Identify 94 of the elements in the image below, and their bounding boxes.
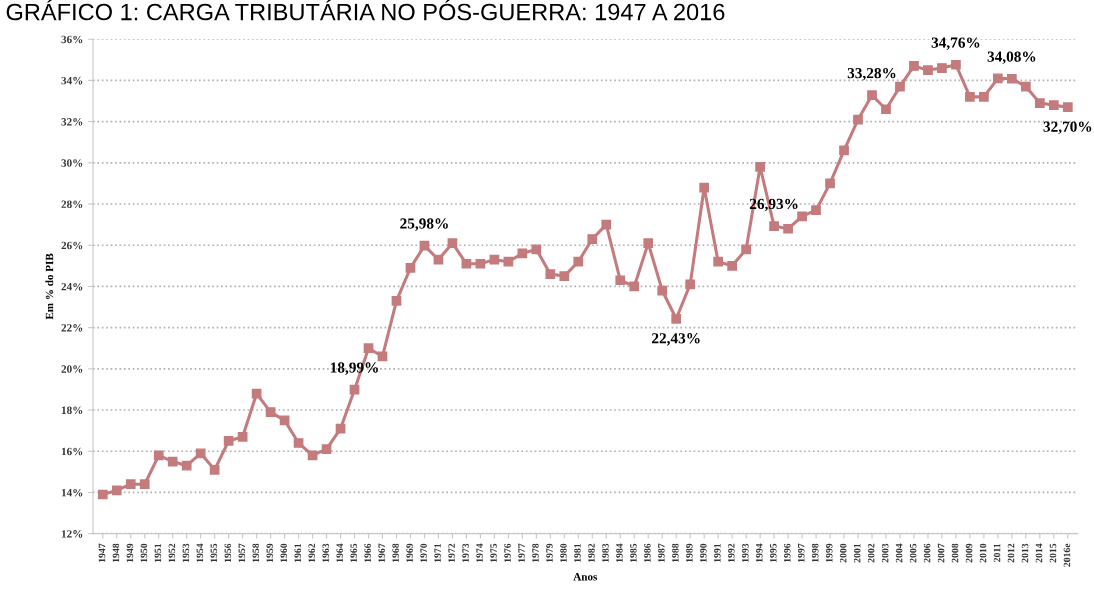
- y-tick-label: 18%: [61, 406, 83, 415]
- x-tick-label: 1986: [644, 543, 651, 563]
- x-tick-label: 2015: [1049, 543, 1057, 563]
- x-tick-label: 2013: [1021, 543, 1029, 563]
- x-tick-label: 1985: [630, 543, 637, 563]
- x-tick-label: 2008: [951, 543, 959, 563]
- x-tick-label: 1980: [560, 543, 567, 563]
- x-tick-label: 1999: [825, 543, 833, 563]
- x-tick-label: 1949: [126, 543, 134, 563]
- x-tick-label: 1966: [364, 543, 371, 563]
- x-tick-label: 1989: [686, 543, 693, 563]
- x-tick-label: 1992: [728, 543, 735, 563]
- x-tick-label: 1994: [756, 543, 763, 563]
- x-tick-label: 1956: [224, 543, 232, 563]
- x-tick-label: 1959: [266, 543, 274, 563]
- x-tick-label: 1971: [434, 543, 441, 563]
- x-tick-label: 2009: [965, 543, 973, 563]
- data-label: 25,98%: [400, 218, 448, 231]
- x-tick-label: 1955: [210, 543, 218, 563]
- data-label: 26,93%: [749, 198, 798, 212]
- x-tick-label: 1981: [574, 543, 581, 563]
- x-tick-label: 1993: [742, 543, 749, 563]
- y-tick-label: 26%: [61, 241, 83, 250]
- x-tick-label: 1957: [238, 543, 246, 563]
- data-label: 32,70%: [1043, 121, 1092, 135]
- y-tick-label: 16%: [61, 447, 83, 456]
- x-tick-label: 1973: [462, 543, 469, 563]
- x-tick-label: 1961: [294, 543, 302, 563]
- data-label: 33,28%: [847, 67, 896, 81]
- x-tick-label: 1987: [658, 543, 665, 563]
- x-tick-label: 1954: [196, 543, 204, 563]
- x-tick-label: 2005: [909, 543, 917, 563]
- x-tick-label: 1965: [350, 543, 357, 563]
- x-tick-label: 1958: [252, 543, 260, 563]
- y-tick-label: 36%: [61, 35, 83, 44]
- x-tick-label: 1962: [308, 543, 315, 563]
- y-tick-label: 22%: [61, 324, 83, 332]
- x-tick-label: 2001: [853, 543, 861, 563]
- x-tick-label: 2000: [839, 543, 847, 563]
- x-tick-label: 1948: [112, 543, 120, 563]
- y-tick-label: 20%: [61, 365, 83, 373]
- x-tick-label: 1967: [378, 543, 385, 563]
- x-tick-label: 1953: [182, 543, 190, 563]
- y-tick-label: 12%: [61, 530, 83, 538]
- x-tick-label: 1998: [811, 543, 819, 563]
- x-tick-label: 1968: [392, 543, 399, 563]
- y-tick-label: 14%: [61, 488, 83, 497]
- x-tick-label: 2014: [1035, 543, 1043, 563]
- x-tick-label: 2006: [923, 543, 931, 563]
- x-tick-label: 1947: [98, 543, 106, 563]
- x-tick-label: 1970: [420, 543, 427, 563]
- x-tick-label: 2003: [881, 543, 889, 563]
- y-tick-label: 24%: [61, 282, 83, 291]
- x-tick-label: 1990: [700, 543, 707, 563]
- data-label: 18,99%: [330, 362, 378, 375]
- x-tick-label: 1964: [336, 543, 343, 563]
- x-tick-label: 1963: [322, 543, 329, 563]
- data-label: 34,76%: [931, 37, 980, 50]
- x-tick-label: 1979: [546, 543, 553, 563]
- x-tick-label: 1950: [140, 543, 148, 563]
- x-tick-label: 1996: [783, 543, 791, 563]
- x-tick-label: 1982: [588, 543, 595, 563]
- x-tick-label: 1969: [406, 543, 413, 563]
- x-tick-label: 1983: [602, 543, 609, 563]
- y-tick-label: 28%: [61, 200, 83, 209]
- x-tick-label: 2012: [1007, 543, 1015, 563]
- x-tick-label: 1975: [490, 543, 497, 563]
- x-tick-label: 1974: [476, 543, 483, 563]
- x-tick-label: 1988: [672, 543, 679, 563]
- x-tick-label: 1952: [168, 543, 176, 563]
- x-tick-label: 2002: [867, 543, 875, 563]
- x-tick-label: 2004: [895, 543, 903, 563]
- data-label: 34,08%: [987, 51, 1036, 64]
- y-axis-title: Em % do PIB: [45, 253, 54, 320]
- x-tick-label: 1960: [280, 543, 288, 563]
- x-axis-title: Anos: [573, 573, 598, 581]
- x-tick-label: 1984: [616, 543, 623, 563]
- x-tick-label: 1976: [504, 543, 511, 563]
- x-tick-label: 2007: [937, 543, 945, 563]
- data-label: 22,43%: [652, 333, 700, 346]
- x-tick-label: 1997: [797, 543, 805, 563]
- x-tick-label: 2010: [979, 543, 987, 563]
- x-tick-label: 1995: [770, 543, 777, 563]
- x-tick-label: 1978: [532, 543, 539, 563]
- chart-title: GRÁFICO 1: CARGA TRIBUTÁRIA NO PÓS-GUERRA: 1947 A 2016: [6, 0, 725, 21]
- x-tick-label: 1991: [714, 543, 721, 563]
- x-tick-label: 1977: [518, 543, 525, 563]
- x-tick-label: 1951: [154, 543, 162, 563]
- x-tick-label: 2011: [993, 543, 1001, 562]
- x-tick-label: 1972: [448, 543, 455, 563]
- y-tick-label: 34%: [61, 76, 83, 85]
- y-tick-label: 32%: [61, 118, 83, 126]
- x-tick-label: 2016e: [1063, 543, 1071, 567]
- y-tick-label: 30%: [61, 159, 83, 167]
